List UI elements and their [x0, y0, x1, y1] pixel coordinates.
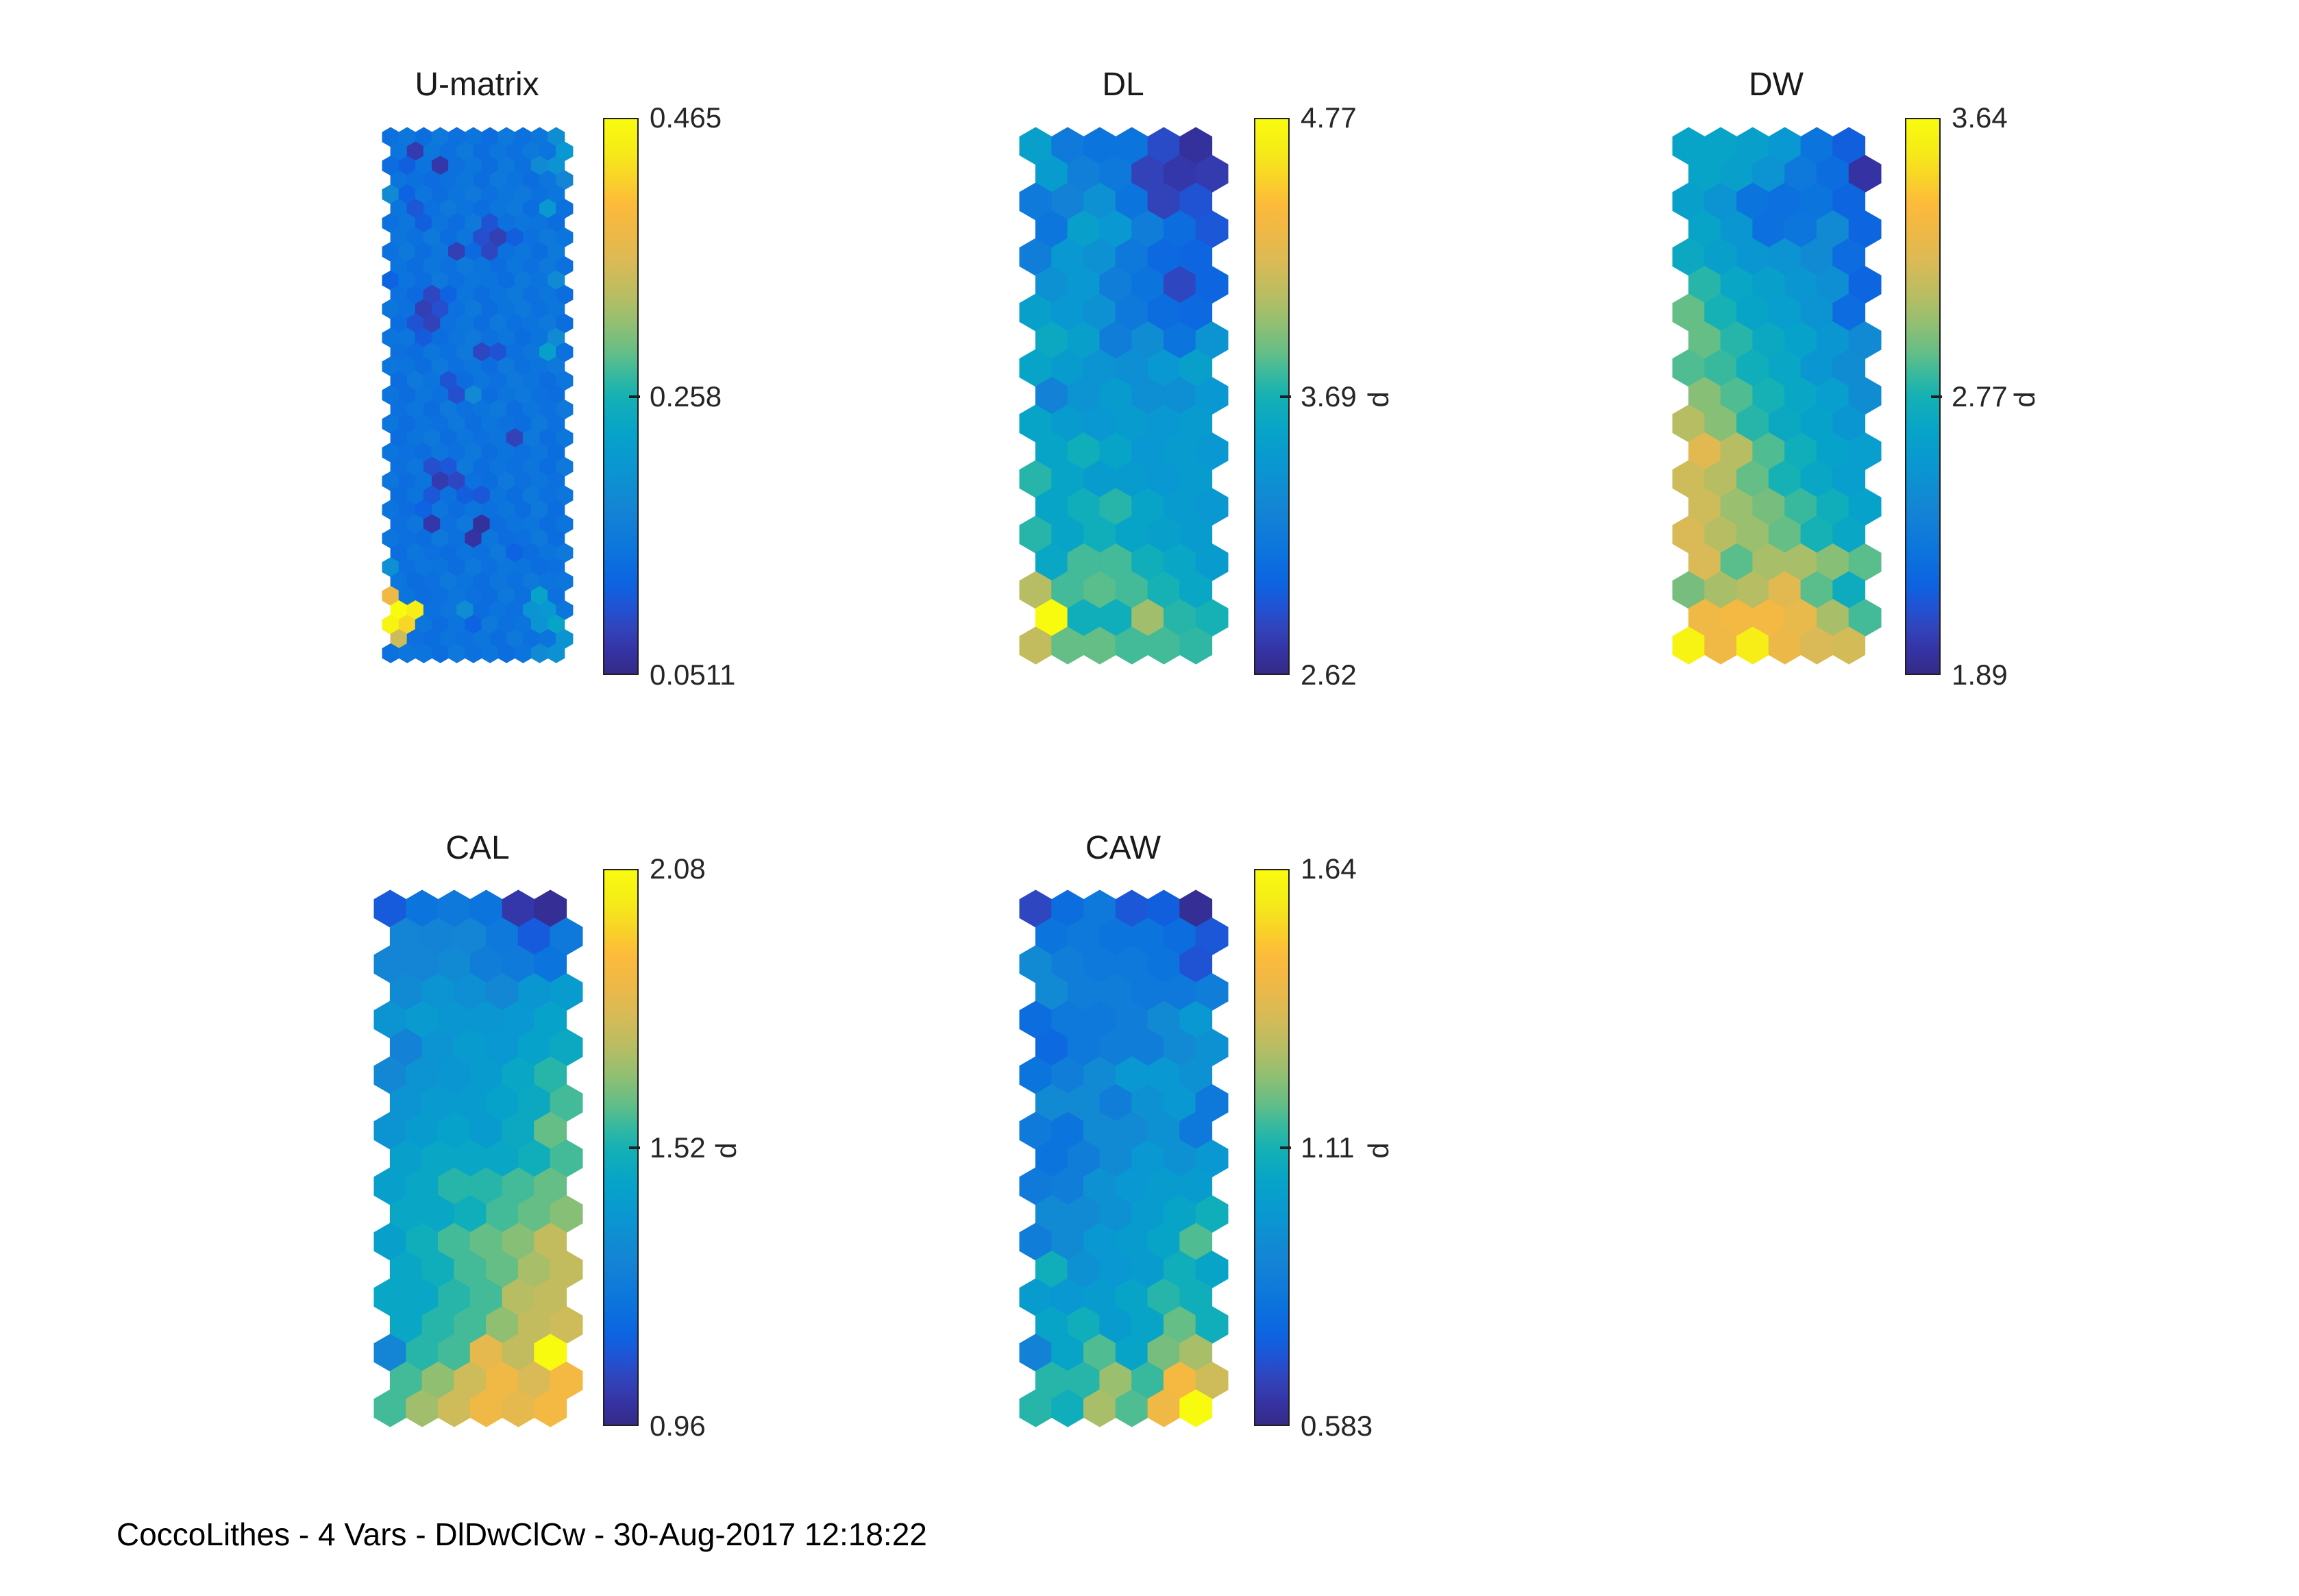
som-hexgrid-u-matrix: [382, 127, 574, 663]
colorbar-mid-tick: [629, 1146, 640, 1149]
panel-title-cal: CAL: [445, 830, 510, 866]
colorbar-max-label: 1.64: [1301, 852, 1357, 885]
colorbar-min-label: 2.62: [1301, 659, 1357, 691]
hexagon: [548, 643, 565, 663]
colorbar-max-label: 3.64: [1952, 101, 2008, 134]
som-hexgrid-dw: [1672, 127, 1882, 665]
panel-title-dw: DW: [1749, 66, 1804, 103]
hexagon: [1179, 1389, 1213, 1427]
colorbar-mid-label: 1.52: [650, 1131, 706, 1164]
colorbar-mid-label: 1.11: [1301, 1131, 1355, 1164]
colorbar-mid-label: 3.69: [1301, 380, 1357, 413]
colorbar-mid-tick: [1280, 1146, 1291, 1149]
panel-title-caw: CAW: [1085, 830, 1161, 866]
colorbar-min-label: 0.583: [1301, 1410, 1373, 1442]
colorbar-min-label: 1.89: [1952, 659, 2008, 691]
figure-caption: CoccoLithes - 4 Vars - DlDwClCw - 30-Aug…: [116, 1517, 927, 1552]
colorbar-mid-tick: [1931, 395, 1942, 398]
colorbar-mid-tick: [629, 395, 640, 398]
colorbar-mid-label: 2.77: [1952, 380, 2008, 413]
panel-title-dl: DL: [1102, 66, 1144, 103]
colorbar-max-label: 0.465: [650, 101, 722, 134]
colorbar-min-label: 0.96: [650, 1410, 706, 1442]
colorbar-axis-label-d: d: [1362, 1142, 1394, 1159]
colorbar-min-label: 0.0511: [650, 659, 736, 691]
hexagon: [1179, 626, 1213, 665]
hexagon: [534, 1389, 567, 1427]
colorbar-mid-label: 0.258: [650, 380, 722, 413]
colorbar-axis-label-d: d: [710, 1142, 742, 1159]
panel-title-u-matrix: U-matrix: [415, 66, 539, 103]
colorbar-axis-label-d: d: [1362, 391, 1394, 408]
som-hexgrid-dl: [1019, 127, 1229, 665]
som-hexgrid-caw: [1019, 889, 1229, 1427]
colorbar-max-label: 2.08: [650, 852, 706, 885]
hexagon: [1832, 626, 1866, 665]
colorbar-max-label: 4.77: [1301, 101, 1357, 134]
colorbar-mid-tick: [1280, 395, 1291, 398]
som-hexgrid-cal: [373, 889, 583, 1427]
colorbar-axis-label-d: d: [2008, 391, 2041, 408]
colorbar-cal: [603, 869, 639, 1426]
